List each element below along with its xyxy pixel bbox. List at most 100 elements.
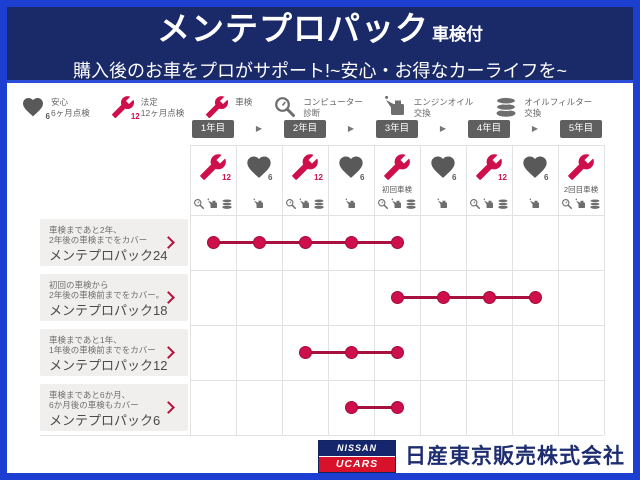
year-tab-5[interactable]: 5年目 bbox=[560, 120, 602, 138]
coverage-dot bbox=[206, 235, 220, 249]
oil-filter-icon bbox=[221, 198, 233, 210]
year-tab-1[interactable]: 1年目 bbox=[192, 120, 234, 138]
company-name: 日産東京販売株式会社 bbox=[405, 445, 625, 468]
legend-item: コンピューター 診断 bbox=[273, 95, 363, 119]
legend-icon-wrap bbox=[205, 95, 229, 119]
flyer-title: メンテプロパック bbox=[157, 10, 429, 47]
column-label: 初回車検 bbox=[382, 185, 412, 194]
year-arrow-icon: ▶ bbox=[347, 124, 355, 133]
icon-count-badge: 6 bbox=[452, 173, 457, 182]
pack-desc-line: 初回の車検から bbox=[49, 280, 109, 290]
coverage-dot bbox=[528, 290, 542, 304]
legend-icon-wrap bbox=[273, 95, 297, 119]
heart-icon bbox=[21, 95, 45, 119]
oil-change-icon bbox=[575, 198, 587, 210]
coverage-dot bbox=[390, 345, 404, 359]
schedule-column-header bbox=[383, 153, 411, 181]
legend-item: オイルフィルター 交換 bbox=[494, 95, 592, 119]
year-tab-3[interactable]: 3年目 bbox=[376, 120, 418, 138]
year-tab-4[interactable]: 4年目 bbox=[468, 120, 510, 138]
legend-label-line: 診断 bbox=[303, 107, 321, 118]
diagnosis-icon bbox=[561, 198, 573, 210]
pack-label-card[interactable]: 車検まであと1年、 1年後の車検前までをカバー メンテプロパック12 bbox=[40, 329, 188, 376]
grid-line bbox=[190, 145, 604, 146]
legend-label-line: 交換 bbox=[413, 107, 431, 118]
legend-item: 12 法定 12ヶ月点検 bbox=[111, 95, 184, 121]
grid-line bbox=[190, 270, 604, 271]
year-arrow-icon: ▶ bbox=[439, 124, 447, 133]
pack-label-card[interactable]: 車検まであと6か月、 6か月後の車検もカバー メンテプロパック6 bbox=[40, 384, 188, 431]
coverage-dot bbox=[390, 400, 404, 414]
legend-item-label: 車検 bbox=[235, 95, 252, 108]
flyer-subtitle: 購入後のお車をプロがサポート!~安心・お得なカーライフを~ bbox=[72, 61, 568, 81]
pack-desc-line: 2年後の車検までをカバー bbox=[49, 235, 148, 245]
grid-line bbox=[466, 145, 467, 435]
coverage-dot bbox=[390, 290, 404, 304]
pack-label-text: 初回の車検から 2年後の車検前までをカバー。 メンテプロパック18 bbox=[40, 274, 188, 318]
pack-label-text: 車検まであと1年、 1年後の車検前までをカバー メンテプロパック12 bbox=[40, 329, 188, 373]
grid-line bbox=[236, 145, 237, 435]
legend-item-label: エンジンオイル 交換 bbox=[414, 95, 474, 118]
oil-change-icon bbox=[529, 198, 541, 210]
column-sub-icons bbox=[285, 198, 325, 210]
legend-label-line: コンピューター bbox=[303, 97, 363, 107]
column-sub-icons bbox=[529, 198, 541, 210]
column-label: 2回目車検 bbox=[563, 185, 599, 194]
coverage-dot bbox=[252, 235, 266, 249]
grid-line bbox=[190, 145, 191, 435]
oil-change-icon bbox=[345, 198, 357, 210]
flyer-title-badge: 車検付 bbox=[432, 25, 483, 44]
icon-count-badge: 6 bbox=[360, 173, 365, 182]
coverage-line bbox=[397, 296, 535, 299]
pack-name: メンテプロパック6 bbox=[49, 413, 161, 428]
legend-label-line: 安心 bbox=[51, 97, 69, 107]
legend-item-label: コンピューター 診断 bbox=[303, 95, 363, 118]
column-sub-icons bbox=[193, 198, 233, 210]
coverage-dot bbox=[436, 290, 450, 304]
column-sub-icons bbox=[253, 198, 265, 210]
coverage-line bbox=[351, 406, 397, 409]
pack-name: メンテプロパック12 bbox=[49, 358, 168, 373]
grid-line bbox=[604, 145, 605, 435]
schedule-column-header bbox=[567, 153, 595, 181]
icon-count-badge: 6 bbox=[268, 173, 273, 182]
pack-desc-line: 1年後の車検前までをカバー bbox=[49, 345, 156, 355]
oil-change-icon bbox=[384, 95, 408, 119]
grid-line bbox=[328, 145, 329, 435]
diagnosis-icon bbox=[273, 95, 297, 119]
grid-line bbox=[512, 145, 513, 435]
oil-change-icon bbox=[391, 198, 403, 210]
year-arrow-icon: ▶ bbox=[531, 124, 539, 133]
legend-item-label: オイルフィルター 交換 bbox=[524, 95, 592, 118]
oil-change-icon bbox=[299, 198, 311, 210]
pack-desc-line: 2年後の車検前までをカバー。 bbox=[49, 290, 165, 300]
legend-icon-wrap: 6 bbox=[21, 95, 50, 121]
pack-label-text: 車検まであと6か月、 6か月後の車検もカバー メンテプロパック6 bbox=[40, 384, 188, 428]
legend-label-line: 12ヶ月点検 bbox=[140, 107, 185, 118]
legend-label-line: 交換 bbox=[524, 107, 542, 118]
pack-label-card[interactable]: 初回の車検から 2年後の車検前までをカバー。 メンテプロパック18 bbox=[40, 274, 188, 321]
coverage-dot bbox=[298, 235, 312, 249]
coverage-dot bbox=[390, 235, 404, 249]
oil-filter-icon bbox=[494, 95, 518, 119]
legend-item-label: 安心 6ヶ月点検 bbox=[51, 95, 90, 118]
column-sub-icons bbox=[377, 198, 417, 210]
legend-label-line: オイルフィルター bbox=[524, 97, 593, 107]
grid-line bbox=[190, 215, 604, 216]
legend-item-label: 法定 12ヶ月点検 bbox=[141, 95, 184, 118]
nissan-ucars-logo: NISSAN UCARS bbox=[318, 440, 396, 473]
column-sub-icons bbox=[345, 198, 357, 210]
icon-count-badge: 6 bbox=[45, 112, 50, 121]
legend-item: エンジンオイル 交換 bbox=[384, 95, 474, 119]
legend-icon-wrap bbox=[494, 95, 518, 119]
coverage-dot bbox=[482, 290, 496, 304]
pack-label-card[interactable]: 車検まであと2年、 2年後の車検までをカバー メンテプロパック24 bbox=[40, 219, 188, 266]
pack-desc-line: 6か月後の車検もカバー bbox=[49, 400, 139, 410]
year-tab-2[interactable]: 2年目 bbox=[284, 120, 326, 138]
oil-change-icon bbox=[483, 198, 495, 210]
icon-count-badge: 12 bbox=[314, 173, 323, 182]
pack-desc-line: 車検まであと2年、 bbox=[49, 225, 122, 235]
grid-line bbox=[282, 145, 283, 435]
ucars-logo-text: UCARS bbox=[319, 457, 395, 472]
oil-filter-icon bbox=[497, 198, 509, 210]
